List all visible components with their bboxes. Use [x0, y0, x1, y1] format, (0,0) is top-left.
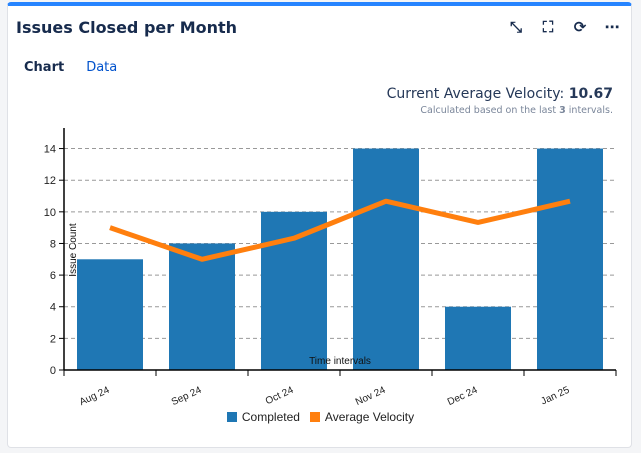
- x-tick-label: Aug 24: [78, 385, 112, 409]
- x-tick-label: Dec 24: [446, 385, 480, 409]
- y-tick-label: 8: [50, 238, 56, 250]
- refresh-icon[interactable]: ⟳: [573, 18, 587, 36]
- bar: [353, 148, 419, 370]
- velocity-value: 10.67: [568, 86, 613, 102]
- y-tick-label: 0: [50, 365, 56, 377]
- chart-title: Issues Closed per Month: [16, 18, 238, 37]
- tab-data[interactable]: Data: [86, 60, 118, 75]
- bar: [169, 243, 235, 370]
- legend-item-completed[interactable]: Completed: [226, 410, 300, 424]
- y-tick-label: 2: [50, 333, 56, 345]
- x-axis-label: Time intervals: [309, 356, 371, 367]
- legend-item-average-velocity[interactable]: Average Velocity: [309, 410, 414, 424]
- x-tick-label: Sep 24: [170, 385, 204, 409]
- y-tick-label: 14: [44, 144, 56, 156]
- velocity-note-count: 3: [559, 105, 566, 116]
- tab-chart[interactable]: Chart: [24, 60, 65, 75]
- bar: [77, 259, 143, 370]
- x-tick-label: Oct 24: [264, 385, 296, 408]
- legend: Completed Average Velocity: [0, 410, 641, 424]
- velocity-note: Calculated based on the last: [420, 105, 557, 116]
- average-velocity-line: [109, 198, 571, 262]
- velocity-label: Current Average Velocity:: [386, 86, 565, 102]
- velocity-note-suffix: intervals.: [568, 105, 613, 116]
- y-tick-label: 10: [44, 207, 56, 219]
- y-tick-label: 6: [50, 270, 56, 282]
- collapse-icon[interactable]: ⤡: [509, 18, 522, 36]
- y-axis-label: Issue Count: [68, 223, 79, 277]
- bar: [445, 306, 511, 370]
- x-tick-label: Nov 24: [354, 385, 388, 409]
- x-tick-label: Jan 25: [539, 385, 571, 408]
- velocity-summary: Current Average Velocity: 10.67 Calculat…: [387, 86, 613, 116]
- fullscreen-icon[interactable]: ⛶: [542, 18, 554, 36]
- bar: [537, 148, 603, 370]
- y-tick-label: 12: [44, 175, 56, 187]
- more-icon[interactable]: ⋯: [604, 18, 620, 36]
- y-tick-label: 4: [50, 302, 56, 314]
